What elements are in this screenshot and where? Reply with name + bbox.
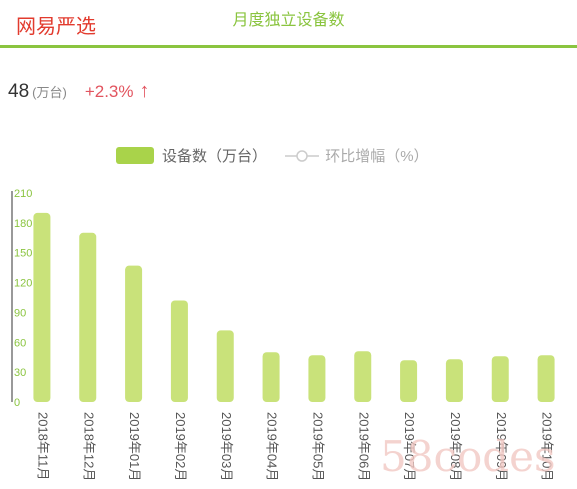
x-tick-label: 2018年11月 [35, 412, 50, 480]
chart-legend: 设备数（万台） 环比增幅（%） [116, 145, 429, 166]
bar [308, 355, 326, 402]
y-tick-label: 120 [14, 278, 32, 290]
x-tick-label: 2019年08月 [448, 412, 463, 481]
y-tick-label: 0 [14, 397, 20, 409]
x-tick-label: 2019年09月 [494, 412, 509, 481]
x-tick-label: 2019年03月 [219, 412, 234, 481]
bar [216, 330, 234, 402]
y-tick-label: 30 [14, 367, 26, 379]
bar [445, 359, 463, 402]
x-tick-label: 2019年07月 [402, 412, 417, 481]
x-tick-label: 2019年10月 [540, 412, 555, 481]
bar [170, 300, 188, 402]
kpi-change: +2.3% [84, 82, 134, 101]
header-divider [0, 45, 577, 48]
kpi-unit: (万台) [32, 85, 67, 100]
up-arrow-icon: ↑ [139, 80, 150, 102]
y-tick-label: 150 [14, 248, 32, 260]
bar [262, 352, 280, 402]
brand-logo: 网易严选 [16, 14, 96, 38]
legend-line-label[interactable]: 环比增幅（%） [325, 148, 429, 165]
x-tick-label: 2018年12月 [81, 412, 96, 481]
bar [125, 265, 143, 402]
bar [537, 355, 555, 402]
x-tick-label: 2019年02月 [173, 412, 188, 481]
y-tick-label: 60 [14, 337, 26, 349]
y-tick-label: 90 [14, 307, 26, 319]
kpi-value: 48 [8, 81, 30, 102]
bar [33, 212, 51, 402]
x-tick-label: 2019年06月 [356, 412, 371, 481]
bar [79, 232, 97, 402]
x-tick-label: 2019年01月 [127, 412, 142, 481]
y-tick-label: 210 [14, 188, 32, 200]
legend-line-icon[interactable] [285, 149, 320, 163]
bar [491, 356, 509, 402]
legend-bar-swatch[interactable] [116, 147, 154, 164]
x-tick-label: 2019年05月 [310, 412, 325, 481]
bar [400, 360, 418, 402]
x-tick-label: 2019年04月 [265, 412, 280, 481]
page-title: 月度独立设备数 [232, 12, 345, 29]
watermark: 58codes [380, 432, 556, 481]
legend-bar-label[interactable]: 设备数（万台） [162, 148, 268, 165]
bar [354, 351, 372, 402]
y-tick-label: 180 [14, 218, 32, 230]
kpi-summary: 48 (万台) +2.3% ↑ [8, 80, 150, 103]
